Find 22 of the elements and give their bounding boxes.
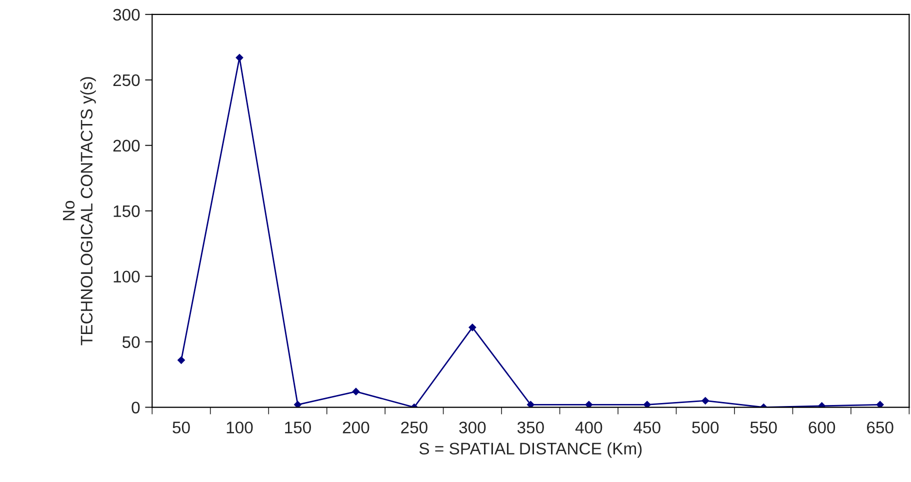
y-tick-label: 50 [122, 336, 140, 348]
y-tick-label: 100 [114, 270, 140, 283]
x-axis-title: S = SPATIAL DISTANCE (Km) [419, 442, 642, 458]
x-tick-label: 650 [867, 422, 894, 434]
y-tick-label: 200 [113, 140, 140, 152]
y-axis-title: No TECHNOLOGICAL CONTACTS y(s) [62, 77, 96, 346]
x-tick-label: 350 [517, 422, 544, 434]
x-tick-label: 450 [634, 422, 660, 434]
x-tick-label: 250 [401, 422, 428, 434]
y-tick-label: 150 [114, 205, 140, 218]
x-tick-label: 550 [750, 422, 777, 434]
x-tick-label: 300 [459, 422, 486, 434]
x-tick-label: 100 [226, 422, 253, 434]
x-tick-label: 400 [575, 422, 602, 434]
x-tick-label: 600 [808, 422, 836, 434]
x-tick-label: 200 [342, 422, 370, 434]
x-tick-label: 500 [692, 422, 719, 434]
y-tick-label: 250 [113, 74, 140, 86]
y-tick-label: 300 [113, 8, 140, 21]
x-tick-label: 50 [172, 422, 190, 434]
y-tick-label: 0 [132, 402, 140, 414]
x-tick-label: 150 [285, 422, 311, 434]
